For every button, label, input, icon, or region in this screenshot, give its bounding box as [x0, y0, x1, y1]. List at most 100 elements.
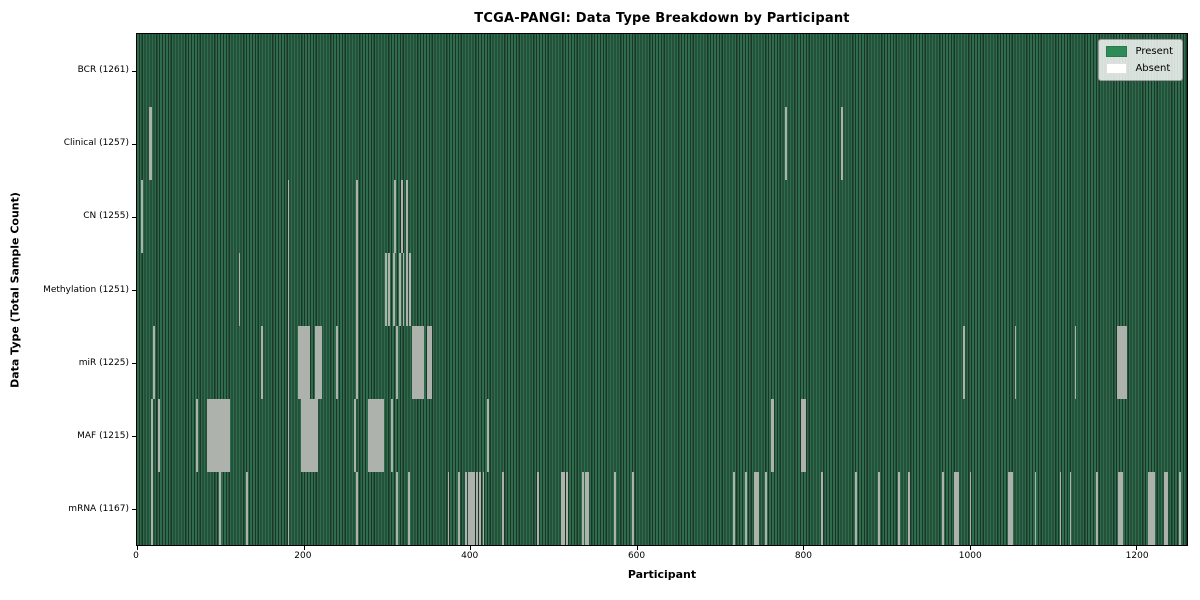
absent-mark	[394, 180, 397, 253]
absent-mark	[305, 399, 308, 472]
absent-mark	[962, 326, 965, 399]
absent-mark	[301, 326, 304, 399]
absent-mark	[1011, 472, 1014, 545]
absent-mark	[370, 399, 373, 472]
absent-mark	[898, 472, 900, 545]
absent-mark	[800, 399, 803, 472]
absent-mark	[560, 472, 563, 545]
absent-mark	[1116, 326, 1119, 399]
x-tick-mark	[303, 546, 305, 550]
y-tick-mark	[132, 362, 136, 364]
y-tick-mark	[132, 143, 136, 145]
ytick-CN: CN (1255)	[83, 211, 129, 222]
absent-mark	[1096, 472, 1098, 545]
absent-mark	[565, 472, 568, 545]
absent-mark	[502, 472, 505, 545]
x-tick-mark	[803, 546, 805, 550]
y-tick-labels: BCR (1261) Clinical (1257) CN (1255) Methyl…	[0, 33, 129, 546]
absent-mark	[1119, 472, 1122, 545]
absent-mark	[355, 472, 358, 545]
legend-label-present: Present	[1135, 45, 1173, 57]
absent-mark	[141, 180, 143, 253]
absent-mark	[1166, 472, 1168, 545]
absent-mark	[382, 399, 385, 472]
plot-area: Present Absent	[132, 33, 1188, 550]
legend-entry-present: Present	[1106, 46, 1173, 57]
absent-mark	[582, 472, 585, 545]
absent-mark	[307, 399, 310, 472]
absent-mark	[416, 326, 419, 399]
absent-mark	[152, 326, 155, 399]
xtick-400: 400	[461, 551, 479, 561]
x-tick-mark	[137, 546, 138, 550]
legend-entry-absent: Absent	[1106, 63, 1173, 74]
absent-mark	[420, 326, 422, 399]
absent-mark	[1120, 326, 1123, 399]
absent-mark	[479, 472, 481, 545]
absent-mark	[632, 472, 635, 545]
ytick-MAF: MAF (1215)	[77, 431, 129, 442]
xtick-800: 800	[794, 551, 812, 561]
absent-mark	[219, 472, 222, 545]
row-BCR	[137, 34, 1187, 107]
ytick-Methylation: Methylation (1251)	[43, 284, 129, 295]
absent-mark	[261, 326, 263, 399]
absent-mark	[216, 399, 219, 472]
absent-mark	[320, 326, 322, 399]
absent-mark	[465, 472, 467, 545]
absent-mark	[354, 399, 357, 472]
absent-mark	[418, 326, 421, 399]
absent-mark	[1121, 472, 1123, 545]
xtick-1200: 1200	[1125, 551, 1149, 561]
absent-mark	[355, 253, 358, 326]
absent-mark	[487, 399, 490, 472]
absent-mark	[287, 472, 290, 545]
absent-mark	[208, 399, 211, 472]
absent-mark	[1009, 472, 1012, 545]
absent-mark	[385, 253, 387, 326]
absent-mark	[375, 399, 378, 472]
absent-mark	[374, 399, 377, 472]
absent-mark	[215, 399, 217, 472]
absent-mark	[803, 399, 806, 472]
absent-mark	[428, 326, 431, 399]
absent-mark	[377, 399, 380, 472]
absent-mark	[1152, 472, 1155, 545]
absent-mark	[537, 472, 540, 545]
absent-mark	[306, 326, 309, 399]
absent-mark	[614, 472, 616, 545]
absent-mark	[226, 399, 229, 472]
absent-mark	[367, 399, 370, 472]
absent-mark	[318, 326, 321, 399]
absent-mark	[206, 399, 209, 472]
absent-mark	[287, 180, 290, 253]
absent-mark	[196, 399, 198, 472]
absent-mark	[482, 472, 485, 545]
absent-mark	[388, 253, 391, 326]
absent-mark	[953, 472, 956, 545]
y-tick-mark	[132, 508, 136, 510]
ytick-BCR: BCR (1261)	[77, 64, 129, 75]
absent-mark	[308, 326, 311, 399]
absent-mark	[300, 326, 302, 399]
x-tick-mark	[969, 546, 971, 550]
row-Clinical	[137, 107, 1187, 180]
x-tick-mark	[636, 546, 638, 550]
absent-mark	[1147, 472, 1150, 545]
absent-mark	[399, 253, 402, 326]
absent-mark	[447, 472, 450, 545]
absent-mark	[303, 326, 306, 399]
absent-mark	[218, 399, 221, 472]
legend: Present Absent	[1098, 39, 1183, 81]
absent-mark	[744, 472, 747, 545]
absent-mark	[316, 326, 319, 399]
absent-mark	[315, 326, 317, 399]
absent-mark	[405, 253, 408, 326]
xtick-200: 200	[294, 551, 312, 561]
y-tick-mark	[132, 216, 136, 218]
absent-mark	[473, 472, 476, 545]
absent-mark	[305, 326, 307, 399]
absent-mark	[1123, 326, 1126, 399]
absent-mark	[1014, 326, 1017, 399]
absent-mark	[1059, 472, 1062, 545]
